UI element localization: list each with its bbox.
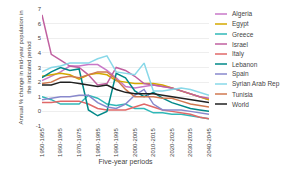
svg-text:Egypt: Egypt: [232, 20, 249, 28]
svg-text:Italy: Italy: [232, 50, 245, 58]
svg-text:1: 1: [38, 94, 42, 100]
svg-text:2000-2005: 2000-2005: [132, 128, 138, 157]
svg-text:1990-1995: 1990-1995: [113, 128, 119, 157]
svg-text:6: 6: [38, 21, 42, 27]
svg-text:0: 0: [38, 108, 42, 114]
svg-text:Israel: Israel: [232, 41, 248, 48]
svg-text:1960-1965: 1960-1965: [58, 128, 64, 157]
svg-text:Annual % change in mid-year po: Annual % change in mid-year population i…: [18, 10, 32, 124]
svg-text:Lebanon: Lebanon: [232, 61, 258, 68]
svg-text:1980-1985: 1980-1985: [95, 128, 101, 157]
svg-text:3: 3: [38, 65, 42, 71]
svg-text:Syrian Arab Rep: Syrian Arab Rep: [232, 80, 280, 88]
svg-text:2: 2: [38, 79, 42, 85]
svg-text:2040-2045: 2040-2045: [206, 128, 212, 157]
svg-text:Algeria: Algeria: [232, 10, 253, 18]
svg-text:Greece: Greece: [232, 31, 254, 38]
svg-text:5: 5: [38, 35, 42, 41]
svg-text:4: 4: [38, 50, 42, 56]
svg-text:-1: -1: [36, 123, 42, 129]
svg-text:2030-2035: 2030-2035: [187, 128, 193, 157]
svg-text:2010-2015: 2010-2015: [150, 128, 156, 157]
svg-text:Tunisia: Tunisia: [232, 91, 253, 98]
svg-text:1950-1955: 1950-1955: [39, 128, 45, 157]
svg-text:2020-2025: 2020-2025: [169, 128, 175, 157]
svg-text:Five-year periods: Five-year periods: [98, 158, 153, 166]
svg-text:7: 7: [38, 6, 42, 12]
svg-text:World: World: [232, 101, 249, 108]
svg-text:Spain: Spain: [232, 70, 249, 78]
svg-text:1970-1975: 1970-1975: [76, 128, 82, 157]
